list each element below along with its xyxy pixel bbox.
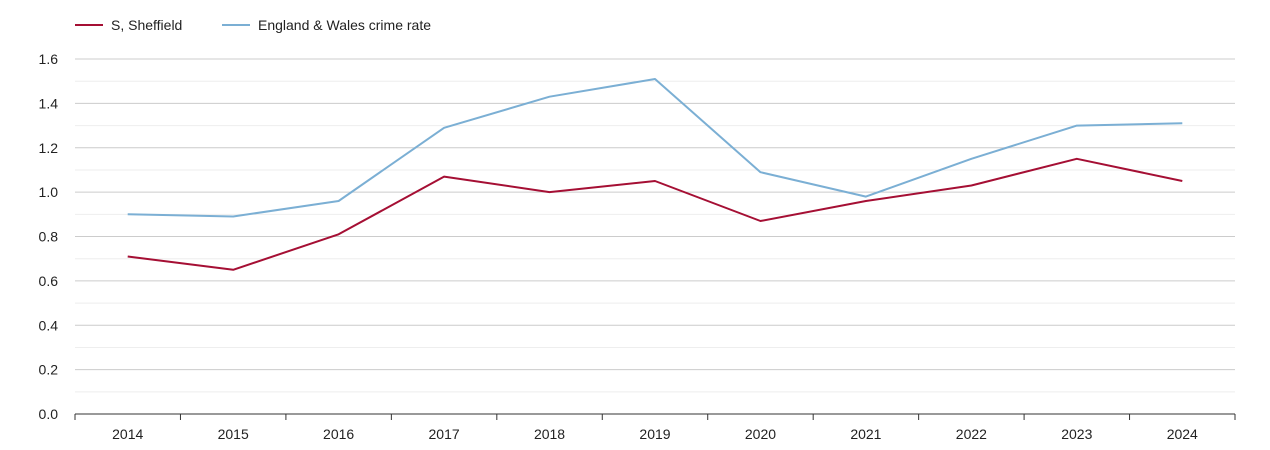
y-tick-label: 1.2 <box>39 140 59 156</box>
y-tick-label: 0.0 <box>39 406 59 422</box>
series-lines <box>127 78 1183 271</box>
x-tick-label: 2022 <box>956 426 987 442</box>
y-axis: 0.0 0.2 0.4 0.6 0.8 1.0 1.2 1.4 1.6 <box>39 51 59 422</box>
y-tick-label: 0.6 <box>39 273 59 289</box>
y-tick-label: 0.8 <box>39 229 59 245</box>
x-tick-label: 2018 <box>534 426 565 442</box>
x-tick-label: 2019 <box>639 426 670 442</box>
x-tick-label: 2015 <box>218 426 249 442</box>
legend-label-sheffield: S, Sheffield <box>111 17 182 33</box>
x-tick-label: 2023 <box>1061 426 1092 442</box>
series-line-england-wales <box>127 78 1183 218</box>
x-tick-label: 2014 <box>112 426 143 442</box>
x-axis: 2014 2015 2016 2017 2018 2019 2020 2021 2022 2023… <box>74 413 1236 442</box>
series-line-sheffield <box>127 157 1183 271</box>
y-tick-label: 1.4 <box>39 95 59 111</box>
x-tick-label: 2021 <box>850 426 881 442</box>
y-tick-label: 0.4 <box>39 317 59 333</box>
x-tick-label: 2017 <box>429 426 460 442</box>
legend-label-england-wales: England & Wales crime rate <box>258 17 431 33</box>
x-tick-label: 2024 <box>1167 426 1198 442</box>
x-tick-label: 2016 <box>323 426 354 442</box>
legend: S, Sheffield England & Wales crime rate <box>75 17 431 33</box>
x-tick-label: 2020 <box>745 426 776 442</box>
y-tick-label: 0.2 <box>39 362 59 378</box>
y-tick-label: 1.6 <box>39 51 59 67</box>
grid <box>75 58 1235 393</box>
y-tick-label: 1.0 <box>39 184 59 200</box>
